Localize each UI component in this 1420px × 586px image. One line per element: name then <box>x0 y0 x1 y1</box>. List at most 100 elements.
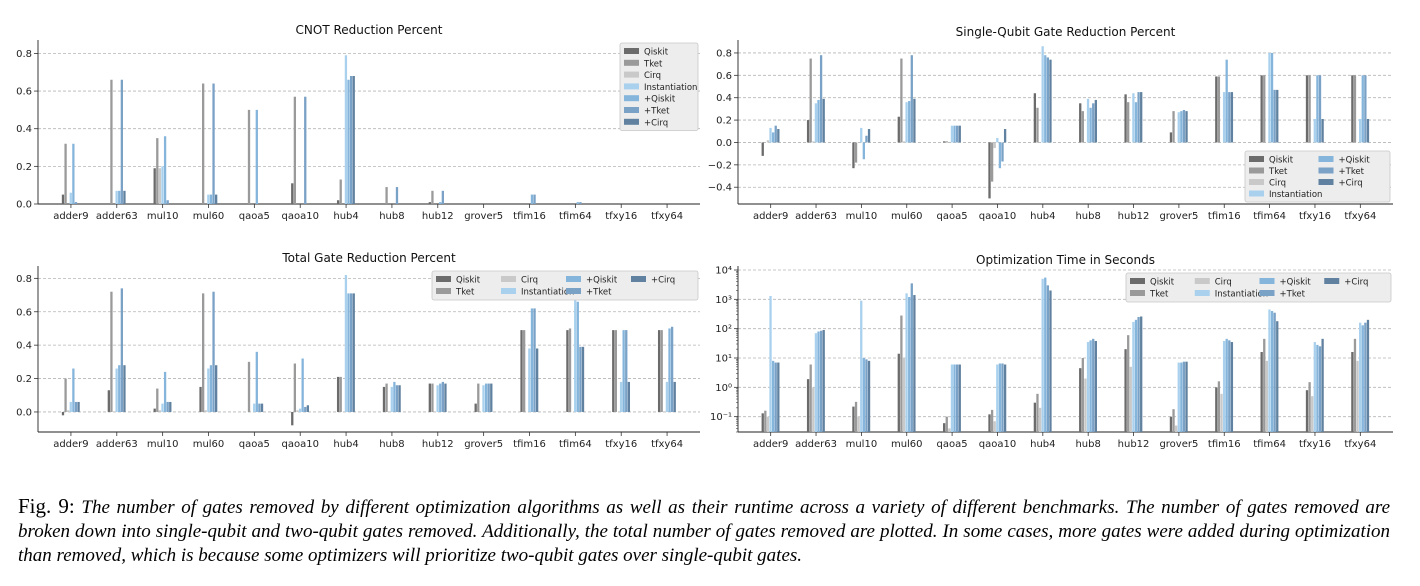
bar-mul60-+Tket <box>910 283 913 432</box>
charts-svg: CNOT Reduction Percent 0.0 0.2 0.4 0.6 0.8 add… <box>16 23 1393 450</box>
bar-tfim16-Tket <box>1217 76 1221 143</box>
bar-hub12-Cirq <box>1129 366 1132 432</box>
bar-mul10-Cirq <box>857 416 860 432</box>
x-tick-label: adder63 <box>795 439 837 450</box>
y-tick-label: 0.6 <box>16 87 32 98</box>
bar-tfxy16-+Tket <box>1318 346 1322 432</box>
bar-hub8-+Tket <box>395 385 399 412</box>
x-tick-label: tfxy16 <box>605 439 637 450</box>
bar-grover5-Tket <box>477 383 480 412</box>
bar-adder9-Cirq <box>766 140 770 143</box>
legend-label: Cirq <box>1215 278 1232 288</box>
bar-qaoa10-Qiskit <box>291 411 294 426</box>
x-tick-label: qaoa5 <box>239 439 270 450</box>
x-tick-label: hub12 <box>422 211 454 222</box>
bar-hub4-Qiskit <box>1033 402 1037 432</box>
bar-hub8-Tket <box>385 383 388 412</box>
legend-label: Instantiation <box>644 83 697 93</box>
bar-qaoa10-Tket <box>293 96 297 204</box>
y-tick-label: 0.0 <box>16 407 32 418</box>
bar-adder9-Qiskit <box>61 411 65 416</box>
bar-hub12-+Cirq <box>1140 316 1143 432</box>
bar-tfxy64-Instantiation <box>665 381 669 412</box>
bar-hub4-+Cirq <box>352 76 355 204</box>
bar-hub12-+Tket <box>1137 316 1140 432</box>
chart-panel-1: CNOT Reduction Percent 0.0 0.2 0.4 0.6 0.8 add… <box>16 23 700 222</box>
bar-adder9-Tket <box>64 378 67 412</box>
x-tick-label: hub8 <box>1075 439 1100 450</box>
bar-mul60-+Cirq <box>215 365 218 412</box>
bar-tfim64-+Tket <box>1273 312 1276 432</box>
x-tick-label: grover5 <box>1159 439 1198 450</box>
bar-tfxy64-+Cirq <box>673 381 676 412</box>
bar-tfxy64-Instantiation <box>1359 322 1362 432</box>
bar-tfim64-Instantiation <box>574 300 577 412</box>
bar-adder9-Instantiation <box>769 295 772 432</box>
bar-hub8-Instantiation <box>1086 98 1090 143</box>
bar-tfxy16-+Qiskit <box>1316 344 1319 432</box>
legend-swatch-Qiskit <box>1249 156 1264 162</box>
bar-qaoa5-Instantiation <box>950 364 954 432</box>
bar-mul10-+Qiskit <box>862 142 865 160</box>
x-tick-label: mul60 <box>193 211 225 222</box>
bar-tfxy16-Tket <box>1308 75 1311 143</box>
bar-mul10-Instantiation <box>161 166 164 204</box>
bar-hub4-Cirq <box>1038 407 1042 432</box>
bar-hub12-Qiskit <box>428 202 431 204</box>
bar-tfxy64-+Tket <box>1364 322 1367 432</box>
bar-mul60-Instantiation <box>207 194 210 204</box>
bar-mul60-Qiskit <box>897 116 900 143</box>
x-tick-label: qaoa5 <box>239 211 270 222</box>
bar-tfxy64-Qiskit <box>657 330 661 412</box>
bar-mul10-+Tket <box>865 135 868 143</box>
bar-hub12-Tket <box>1127 335 1130 432</box>
bar-mul10-Instantiation <box>860 127 863 143</box>
bar-tfxy16-+Cirq <box>1321 338 1324 432</box>
bar-hub4-Qiskit <box>1033 93 1037 143</box>
bar-adder63-+Cirq <box>123 365 126 412</box>
x-tick-label: adder63 <box>795 211 837 222</box>
chart-panel-3: Total Gate Reduction Percent 0.0 0.2 0.4 0.6… <box>16 251 700 450</box>
bar-qaoa10-+Tket <box>304 96 307 204</box>
legend-label: Qiskit <box>1269 156 1294 166</box>
bar-tfim64-+Cirq <box>1276 89 1279 143</box>
y-tick-label: 0.6 <box>16 307 32 318</box>
bar-qaoa5-+Qiskit <box>953 364 956 432</box>
bar-tfxy16-+Qiskit <box>622 330 625 412</box>
bar-mul10-+Qiskit <box>862 358 865 432</box>
bar-tfxy16-Instantiation <box>1313 118 1316 143</box>
bar-grover5-Qiskit <box>474 403 477 412</box>
legend-label: Qiskit <box>1150 278 1175 288</box>
bar-hub12-Tket <box>1127 102 1130 143</box>
chart-title: Optimization Time in Seconds <box>976 253 1155 267</box>
bar-mul60-Cirq <box>204 410 207 412</box>
y-tick-label: 0.8 <box>16 274 32 285</box>
y-tick-label: 10² <box>715 324 732 335</box>
bar-hub4-+Cirq <box>1049 290 1052 432</box>
bar-mul10-+Cirq <box>867 360 871 432</box>
x-tick-label: hub4 <box>333 211 358 222</box>
bar-adder9-+Tket <box>774 362 777 432</box>
bar-adder63-+Cirq <box>822 330 825 432</box>
bar-mul10-Tket <box>854 142 858 163</box>
x-tick-label: mul60 <box>891 211 923 222</box>
bar-adder63-+Tket <box>819 330 823 432</box>
bar-qaoa10-+Tket <box>1001 363 1004 432</box>
bar-hub4-Instantiation <box>344 55 348 204</box>
y-tick-label: 0.8 <box>716 48 732 59</box>
bar-adder63-Qiskit <box>806 120 810 143</box>
bar-adder9-Tket <box>64 143 67 204</box>
y-tick-label: 0.6 <box>716 71 732 82</box>
bar-grover5-Qiskit <box>1169 416 1173 432</box>
x-tick-label: qaoa10 <box>281 439 318 450</box>
bar-tfim16-Tket <box>1217 381 1221 432</box>
bar-hub8-+Cirq <box>1094 340 1097 432</box>
bar-adder9-Qiskit <box>761 413 764 432</box>
bar-qaoa10-Instantiation <box>298 408 302 412</box>
bar-adder9-Qiskit <box>761 142 764 156</box>
bar-grover5-+Tket <box>487 383 490 412</box>
bar-qaoa5-+Qiskit <box>255 351 258 412</box>
bar-mul60-Tket <box>900 58 903 143</box>
y-tick-label: 0.8 <box>16 49 32 60</box>
bar-qaoa5-+Qiskit <box>953 125 956 143</box>
